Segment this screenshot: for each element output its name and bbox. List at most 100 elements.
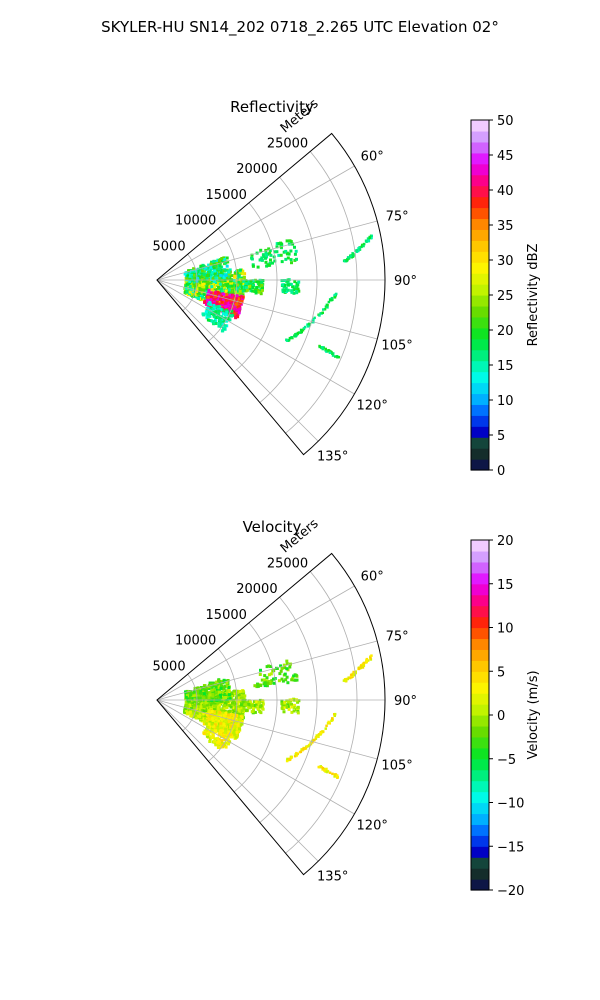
echo-gate [272,255,276,259]
echo-gate [288,702,292,706]
echo-gate [219,268,223,272]
echo-gate [223,706,227,710]
echo-gate [370,235,373,238]
echo-gate [184,284,188,288]
angle-grid-spoke [156,585,355,701]
echo-gate [229,311,233,315]
echo-gate [229,724,233,728]
echo-gate [217,276,221,280]
echo-gate [291,676,295,680]
echo-gate [239,292,243,296]
echo-gate [331,352,334,355]
echo-gate [322,308,325,311]
echo-gate [288,757,291,761]
echo-gate [288,282,292,286]
echo-gate [188,290,192,294]
echo-gate [185,711,189,715]
echo-gate [219,297,222,301]
echo-gate [198,715,201,718]
echo-gate [202,717,206,721]
echo-gate [229,281,233,285]
echo-gate [209,303,212,307]
echo-gate [295,678,299,682]
echo-gate [225,324,229,328]
echo-gate [264,251,268,255]
echo-gate [221,312,225,316]
echo-gate [200,709,204,712]
echo-gate [242,286,246,290]
echo-gate [214,729,218,733]
echo-gate [236,309,240,313]
echo-gate [221,290,225,294]
echo-gate [200,278,204,281]
echo-gate [253,710,257,714]
reflectivity-panel: Reflectivity 500010000150002000025000Met… [153,96,418,465]
echo-gate [295,257,298,261]
echo-gate [283,700,287,704]
echo-gate [190,703,193,707]
echo-gate [321,347,324,351]
echo-gate [193,280,196,284]
echo-gate [251,706,255,710]
echo-gate [281,290,285,294]
echo-gate [229,733,233,737]
echo-gate [217,679,221,683]
echo-gate [199,265,203,269]
echo-gate [262,255,266,259]
echo-gate [257,283,261,287]
echo-gate [294,332,298,336]
echo-gate [251,264,255,268]
echo-gate [205,709,209,713]
echo-gate [361,666,365,669]
echo-gate [217,312,221,316]
echo-gate [217,286,220,289]
echo-gate [299,328,303,332]
echo-gate [234,316,238,320]
echo-gate [284,257,288,261]
echo-gate [213,269,217,273]
echo-gate [191,713,195,717]
colorbar-band [471,273,489,285]
echo-gate [227,284,231,288]
radial-tick-label: 10000 [175,634,216,649]
echo-gate [211,719,215,723]
echo-gate [225,310,229,314]
echo-gate [209,262,213,266]
echo-gate [264,260,268,264]
echo-gate [212,724,216,728]
echo-gate [318,733,322,736]
echo-gate [197,281,201,285]
echo-gate [257,290,261,294]
echo-gate [225,732,229,736]
echo-gate [217,716,220,720]
echo-gate [207,302,211,306]
echo-gate [306,745,309,748]
colorbar-band [471,327,489,340]
angle-grid-spoke [156,279,355,395]
echo-gate [216,708,220,712]
velocity-echoes [183,654,373,779]
colorbar-band [471,152,489,165]
echo-gate [199,281,203,285]
echo-gate [193,706,197,710]
echo-gate [256,289,260,292]
colorbar-tick-label: 5 [497,429,505,444]
radial-tick-label: 20000 [236,582,277,597]
echo-gate [227,713,230,717]
echo-gate [213,737,217,741]
colorbar-band [471,616,489,629]
echo-gate [215,301,218,305]
echo-gate [197,694,201,698]
echo-gate [228,304,232,308]
echo-gate [230,691,234,695]
echo-gate [206,274,209,278]
radial-grid-arc [208,228,238,342]
echo-gate [280,677,284,681]
echo-gate [229,719,233,723]
echo-gate [227,686,231,689]
echo-gate [286,288,290,292]
angle-tick-label: 135° [317,450,348,465]
echo-gate [220,279,224,282]
echo-gate [213,701,217,705]
